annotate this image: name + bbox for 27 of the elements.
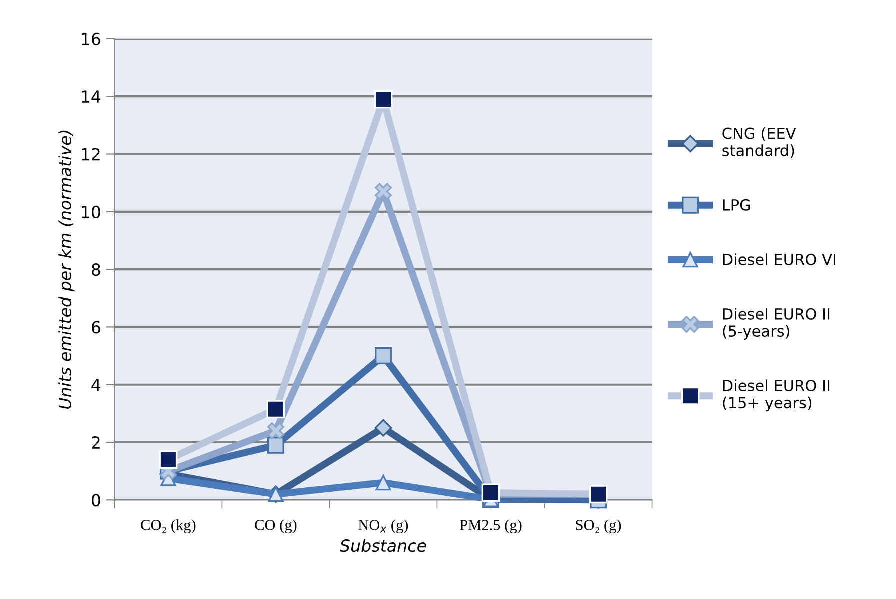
x-axis-title: Substance [340,539,426,552]
point [267,436,284,454]
y-tick-label: 16 [82,32,100,46]
legend-label: Diesel EURO II (15+ years) [723,380,830,412]
y-tick-label: 14 [82,90,101,103]
y-tick-label: 10 [82,206,100,218]
x-tick-label: SO₂ (g) [576,520,622,534]
y-tick-label: 8 [92,264,100,276]
point [375,348,392,365]
y-tick-label: 12 [82,148,100,161]
legend-label: LPG [723,199,750,211]
y-axis-title: Units emitted per km (normative) [58,130,75,409]
x-tick-label: NO$_{x}$ (g) [358,520,408,534]
legend-label: CNG (EEV standard) [722,127,796,158]
x-tick-label: CO (g) [255,520,297,534]
legend-label: Diesel EURO II (5-years) [723,308,830,340]
point [267,422,284,440]
y-tick-label: 4 [92,379,101,392]
x-tick-label: PM2.5 (g) [460,520,522,534]
y-tick-label: 6 [92,321,100,334]
point [374,419,392,437]
point [375,183,392,200]
legend-label: Diesel EURO VI [723,254,836,266]
y-tick-label: 2 [92,436,100,449]
x-tick-label: CO₂ (kg) [141,520,196,534]
point [376,475,392,491]
y-tick-label: 0 [92,494,100,507]
